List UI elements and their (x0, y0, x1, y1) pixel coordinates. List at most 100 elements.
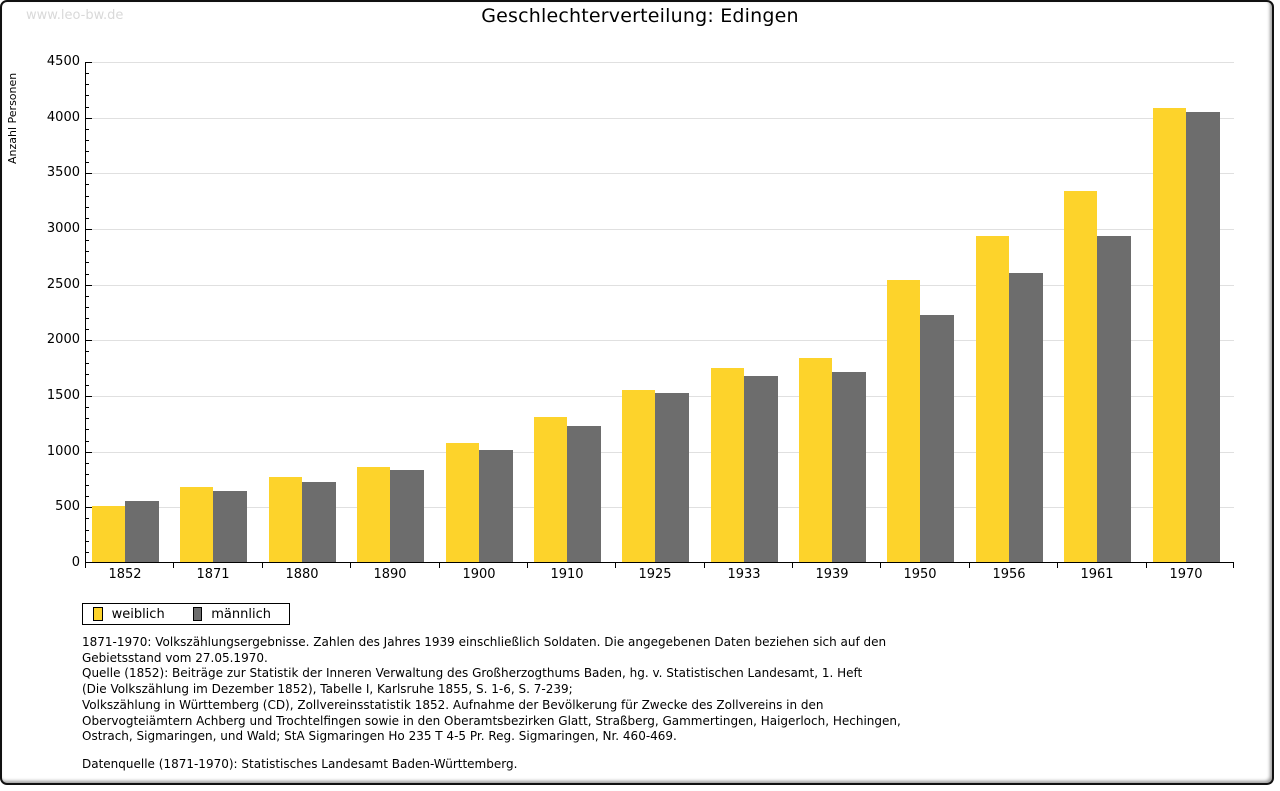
x-axis-line (85, 562, 1234, 563)
x-tick-label-1925: 1925 (638, 567, 672, 582)
y-major-tick-4000 (86, 118, 92, 119)
bar-weiblich-1956 (976, 236, 1009, 562)
y-minor-tick-300 (86, 530, 89, 531)
y-minor-tick-2700 (86, 262, 89, 263)
gridline-2000 (85, 340, 1234, 341)
y-minor-tick-2200 (86, 318, 89, 319)
y-tick-label-500: 500 (55, 499, 80, 514)
x-tick-1 (173, 563, 174, 568)
y-major-tick-1500 (86, 396, 92, 397)
bar-weiblich-1871 (180, 487, 213, 562)
y-minor-tick-3400 (86, 184, 89, 185)
x-tick-label-1852: 1852 (108, 567, 142, 582)
gridline-4500 (85, 62, 1234, 63)
y-minor-tick-200 (86, 541, 89, 542)
chart-plot (85, 62, 1234, 568)
y-minor-tick-1200 (86, 429, 89, 430)
x-tick-11 (1057, 563, 1058, 568)
y-tick-label-2000: 2000 (46, 332, 80, 347)
x-tick-label-1961: 1961 (1080, 567, 1114, 582)
bar-männlich-1970 (1186, 112, 1220, 562)
y-minor-tick-2300 (86, 307, 89, 308)
bar-männlich-1933 (744, 376, 778, 562)
x-tick-label-1956: 1956 (992, 567, 1026, 582)
bar-weiblich-1900 (446, 443, 479, 562)
y-minor-tick-900 (86, 463, 89, 464)
y-major-tick-3000 (86, 229, 92, 230)
bar-männlich-1871 (213, 491, 247, 562)
y-axis-line (85, 62, 86, 563)
x-tick-13 (1233, 563, 1234, 568)
x-tick-12 (1146, 563, 1147, 568)
y-minor-tick-2400 (86, 296, 89, 297)
bar-weiblich-1961 (1064, 191, 1097, 562)
footnote-line: Ostrach, Sigmaringen, und Wald; StA Sigm… (82, 729, 677, 744)
x-tick-5 (527, 563, 528, 568)
bar-männlich-1961 (1097, 236, 1131, 562)
gridline-2500 (85, 285, 1234, 286)
y-minor-tick-400 (86, 518, 89, 519)
x-tick-4 (439, 563, 440, 568)
bar-männlich-1890 (390, 470, 424, 562)
y-minor-tick-1100 (86, 441, 89, 442)
y-minor-tick-800 (86, 474, 89, 475)
bar-männlich-1956 (1009, 273, 1043, 562)
gridline-3000 (85, 229, 1234, 230)
y-minor-tick-1900 (86, 351, 89, 352)
x-tick-10 (969, 563, 970, 568)
y-tick-label-1500: 1500 (46, 388, 80, 403)
y-minor-tick-4100 (86, 107, 89, 108)
y-minor-tick-1600 (86, 385, 89, 386)
y-tick-label-0: 0 (71, 555, 80, 570)
y-major-tick-4500 (86, 62, 92, 63)
x-tick-label-1910: 1910 (550, 567, 584, 582)
x-tick-label-1939: 1939 (815, 567, 849, 582)
y-major-tick-2500 (86, 285, 92, 286)
datasource-line: Datenquelle (1871-1970): Statistisches L… (82, 756, 518, 771)
bar-männlich-1910 (567, 426, 601, 562)
footnote-line: 1871-1970: Volkszählungsergebnisse. Zahl… (82, 635, 887, 649)
y-minor-tick-2800 (86, 251, 89, 252)
y-tick-label-4500: 4500 (46, 54, 80, 69)
bar-weiblich-1970 (1153, 108, 1186, 562)
y-minor-tick-2600 (86, 274, 89, 275)
y-major-tick-1000 (86, 452, 92, 453)
y-major-tick-3500 (86, 173, 92, 174)
bar-weiblich-1880 (269, 477, 302, 562)
y-tick-label-1000: 1000 (46, 444, 80, 459)
y-minor-tick-4300 (86, 84, 89, 85)
x-tick-label-1970: 1970 (1169, 567, 1203, 582)
y-minor-tick-3600 (86, 162, 89, 163)
x-tick-6 (615, 563, 616, 568)
bar-männlich-1852 (125, 501, 159, 562)
y-minor-tick-2100 (86, 329, 89, 330)
x-tick-7 (704, 563, 705, 568)
y-minor-tick-3900 (86, 129, 89, 130)
x-tick-label-1871: 1871 (196, 567, 230, 582)
legend-label-weiblich: weiblich (111, 606, 165, 622)
y-minor-tick-1400 (86, 407, 89, 408)
y-minor-tick-1300 (86, 418, 89, 419)
y-tick-label-2500: 2500 (46, 277, 80, 292)
y-minor-tick-2900 (86, 240, 89, 241)
y-tick-label-3000: 3000 (46, 221, 80, 236)
y-tick-label-3500: 3500 (46, 165, 80, 180)
bar-weiblich-1939 (799, 358, 832, 562)
footnote-line: Gebietsstand vom 27.05.1970. (82, 650, 268, 665)
legend-swatch-maennlich (192, 607, 203, 621)
bar-männlich-1950 (920, 315, 954, 562)
y-minor-tick-700 (86, 485, 89, 486)
y-minor-tick-600 (86, 496, 89, 497)
y-minor-tick-3100 (86, 218, 89, 219)
y-minor-tick-4400 (86, 73, 89, 74)
x-tick-label-1950: 1950 (903, 567, 937, 582)
y-minor-tick-3300 (86, 196, 89, 197)
y-minor-tick-4200 (86, 95, 89, 96)
bar-weiblich-1950 (887, 280, 920, 562)
bar-männlich-1880 (302, 482, 336, 562)
bar-männlich-1939 (832, 372, 866, 562)
footnote-line: (Die Volkszählung im Dezember 1852), Tab… (82, 682, 573, 697)
bar-männlich-1925 (655, 393, 689, 562)
x-tick-0 (85, 563, 86, 568)
